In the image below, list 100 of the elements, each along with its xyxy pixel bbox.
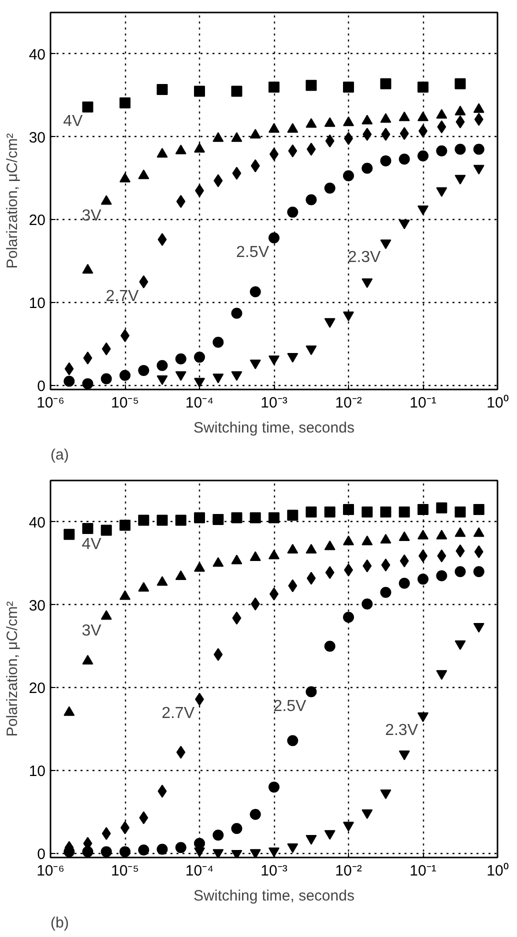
point xyxy=(380,534,392,544)
annotation: 2.5V xyxy=(236,244,270,261)
point xyxy=(437,549,446,562)
point xyxy=(381,558,390,572)
point xyxy=(212,557,224,567)
point xyxy=(380,586,392,598)
point xyxy=(100,524,112,536)
y-tick-label: 10 xyxy=(28,763,46,780)
point xyxy=(343,504,354,515)
point xyxy=(250,597,260,610)
point xyxy=(250,808,261,820)
y-axis-title: Polarization, μC/cm² xyxy=(4,601,21,737)
point xyxy=(156,514,168,526)
y-tick-label: 30 xyxy=(28,129,46,146)
point xyxy=(436,570,448,582)
point xyxy=(138,514,150,526)
point xyxy=(212,830,224,841)
point xyxy=(138,844,150,856)
point xyxy=(175,570,186,580)
point xyxy=(82,523,94,534)
point xyxy=(400,554,409,568)
x-tick-label: 10⁻⁴ xyxy=(185,862,214,880)
point xyxy=(175,514,186,526)
point xyxy=(175,842,186,854)
point xyxy=(120,846,130,858)
point xyxy=(214,648,223,661)
annotation: 4V xyxy=(82,536,102,554)
point xyxy=(362,598,373,610)
point xyxy=(343,612,354,623)
point xyxy=(82,654,94,665)
point xyxy=(324,640,336,652)
point xyxy=(212,514,224,525)
x-tick-label: 10⁻¹ xyxy=(410,394,436,412)
point xyxy=(324,540,336,550)
point xyxy=(306,572,316,585)
annotation: 2.5V xyxy=(273,698,307,715)
x-tick-label: 10⁻⁶ xyxy=(36,862,64,880)
y-axis-title: Polarization, μC/cm² xyxy=(4,133,21,269)
point xyxy=(418,504,428,515)
point xyxy=(325,566,334,579)
point xyxy=(362,536,373,546)
point xyxy=(194,838,205,849)
point xyxy=(473,527,484,537)
x-tick-label: 10⁻² xyxy=(335,394,362,412)
y-tick-label: 0 xyxy=(37,846,46,863)
point xyxy=(138,582,150,592)
point xyxy=(156,576,168,586)
y-tick-label: 20 xyxy=(28,680,46,698)
text: (b) xyxy=(50,914,69,932)
x-tick-label: 10⁻⁵ xyxy=(111,394,139,412)
annotation: 2.7V xyxy=(162,705,195,722)
point xyxy=(232,612,242,625)
point xyxy=(306,544,317,554)
point xyxy=(418,530,428,540)
y-tick-label: 40 xyxy=(28,46,46,64)
point xyxy=(473,566,484,578)
point xyxy=(231,554,242,564)
point xyxy=(380,506,392,518)
point xyxy=(231,512,242,524)
point xyxy=(306,506,317,518)
point xyxy=(250,512,261,524)
x-tick-label: 10⁻¹ xyxy=(410,862,436,880)
point xyxy=(324,506,336,518)
point xyxy=(362,506,373,518)
point xyxy=(100,610,112,620)
point xyxy=(64,528,75,540)
point xyxy=(454,527,466,537)
point xyxy=(454,566,466,578)
point xyxy=(287,735,298,746)
point xyxy=(473,504,484,515)
point xyxy=(194,562,205,572)
point xyxy=(474,545,484,558)
point xyxy=(362,559,372,572)
annotation: 4V xyxy=(63,112,84,130)
point xyxy=(436,502,448,514)
point xyxy=(139,811,148,824)
point xyxy=(456,544,465,558)
text: (a) xyxy=(50,446,69,464)
x-axis-title: Switching time, seconds xyxy=(194,888,354,904)
point xyxy=(176,746,186,759)
point xyxy=(398,531,410,542)
point xyxy=(82,846,94,858)
point xyxy=(120,520,130,531)
y-tick-label: 40 xyxy=(28,514,46,532)
point xyxy=(268,512,280,524)
point xyxy=(436,530,448,540)
annotation: 2.3V xyxy=(348,248,382,266)
point xyxy=(231,823,242,834)
y-tick-label: 30 xyxy=(28,597,46,614)
annotation: 2.3V xyxy=(385,722,418,739)
point xyxy=(268,782,280,793)
point xyxy=(287,510,298,521)
annotation: 3V xyxy=(82,207,102,224)
point xyxy=(250,551,261,561)
point xyxy=(156,844,168,855)
x-tick-label: 10⁰ xyxy=(486,394,508,412)
x-tick-label: 10⁻³ xyxy=(260,862,288,880)
annotation: 2.7V xyxy=(106,288,139,305)
point xyxy=(418,574,428,585)
y-tick-label: 0 xyxy=(37,378,46,395)
